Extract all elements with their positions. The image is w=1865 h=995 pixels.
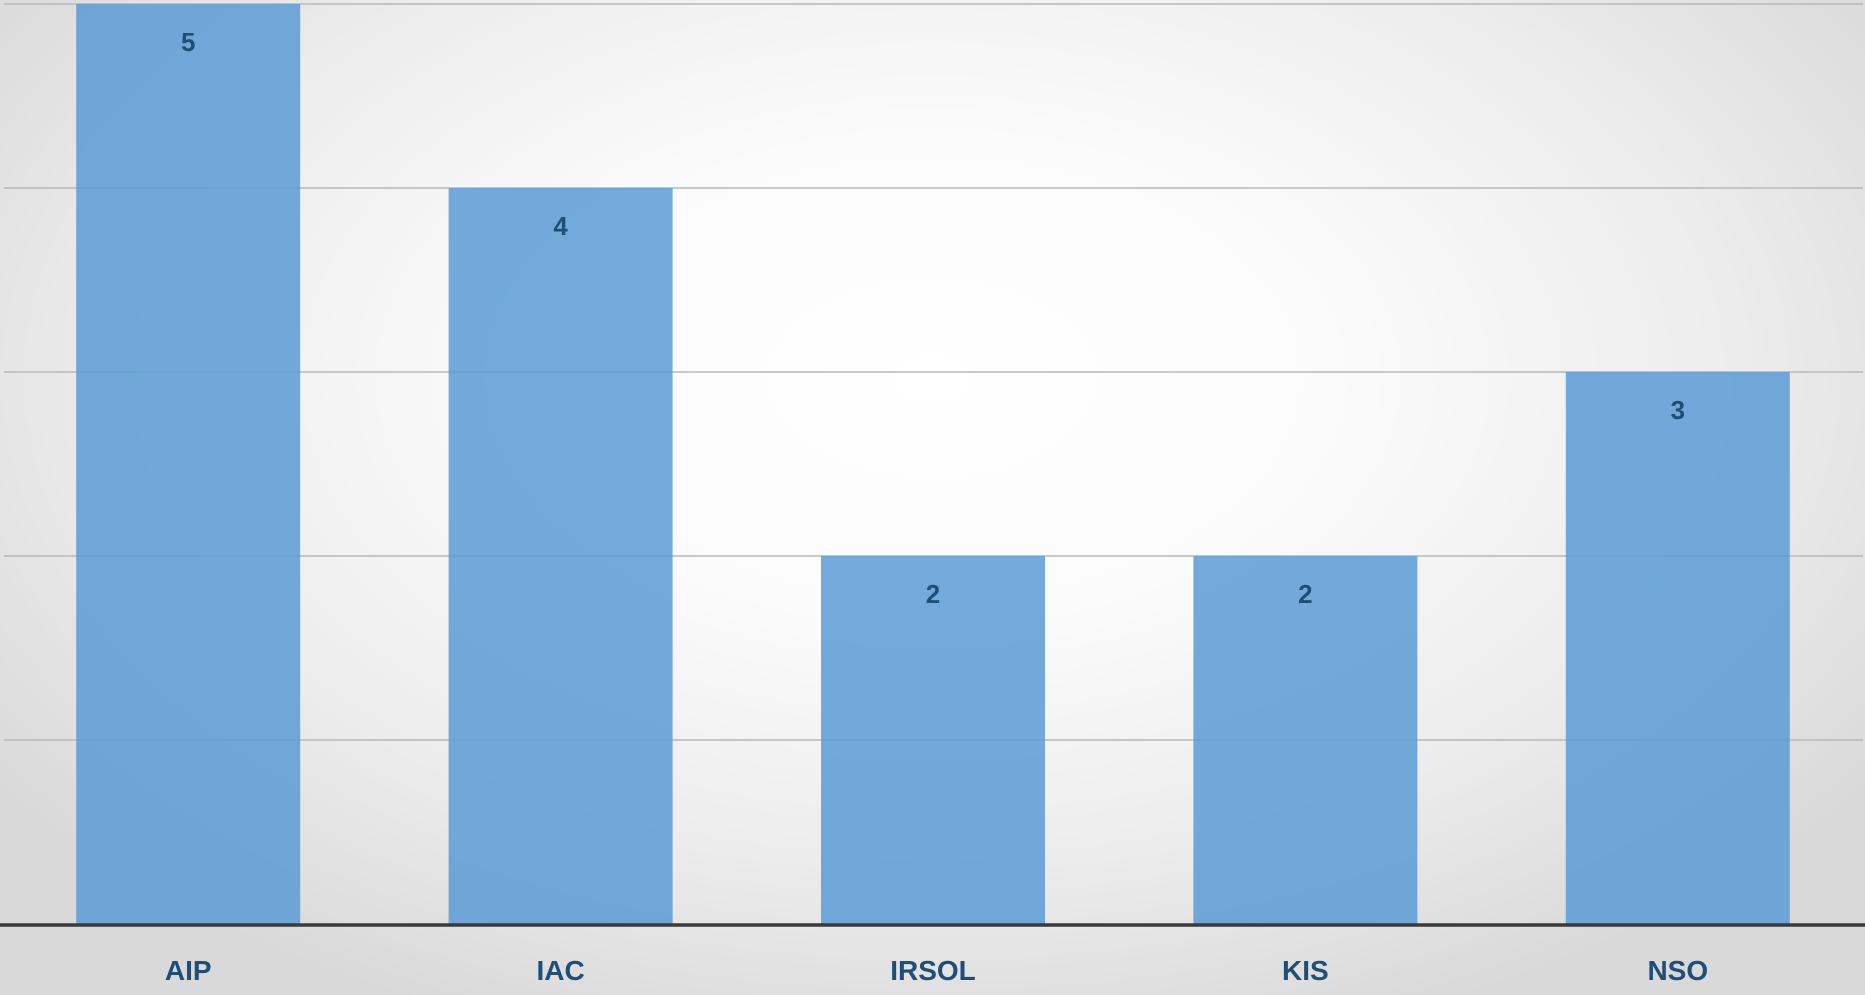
bar-aip bbox=[76, 4, 301, 924]
bar-iac bbox=[448, 188, 673, 924]
x-tick-label-nso: NSO bbox=[1647, 955, 1708, 986]
data-label-aip: 5 bbox=[181, 27, 195, 57]
data-label-nso: 3 bbox=[1671, 395, 1685, 425]
bar-kis bbox=[1193, 556, 1418, 924]
data-label-iac: 4 bbox=[553, 211, 568, 241]
bar-irsol bbox=[821, 556, 1045, 924]
x-tick-label-iac: IAC bbox=[536, 955, 584, 986]
x-tick-label-aip: AIP bbox=[165, 955, 212, 986]
x-tick-label-kis: KIS bbox=[1282, 955, 1329, 986]
grid-lines bbox=[4, 3, 1863, 741]
x-tick-label-irsol: IRSOL bbox=[890, 955, 976, 986]
bar-nso bbox=[1565, 372, 1790, 924]
bars bbox=[76, 4, 1790, 924]
data-label-kis: 2 bbox=[1298, 579, 1312, 609]
data-labels: 5 4 2 2 3 bbox=[181, 27, 1685, 609]
data-label-irsol: 2 bbox=[926, 579, 940, 609]
x-axis-tick-labels: AIP IAC IRSOL KIS NSO bbox=[165, 955, 1708, 986]
